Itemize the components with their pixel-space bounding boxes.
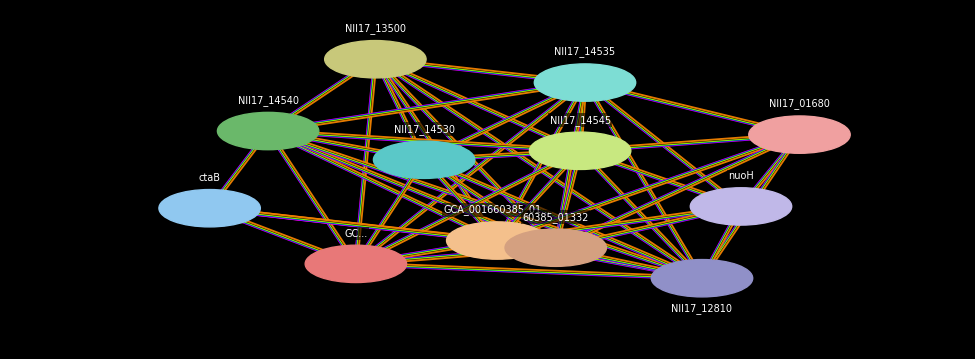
Text: NlI17_01680: NlI17_01680 [769, 99, 830, 109]
Circle shape [325, 41, 426, 78]
Circle shape [447, 222, 548, 259]
Text: NlI17_14545: NlI17_14545 [550, 115, 610, 126]
Text: ctaB: ctaB [199, 173, 220, 183]
Text: NlI17_14535: NlI17_14535 [555, 47, 615, 57]
Text: NlI17_14540: NlI17_14540 [238, 95, 298, 106]
Circle shape [534, 64, 636, 101]
Text: NlI17_12810: NlI17_12810 [672, 303, 732, 314]
Circle shape [505, 229, 606, 266]
Text: nuoH: nuoH [728, 171, 754, 181]
Circle shape [749, 116, 850, 153]
Circle shape [159, 190, 260, 227]
Text: 60385_01332: 60385_01332 [523, 212, 589, 223]
Circle shape [373, 141, 475, 178]
Circle shape [651, 260, 753, 297]
Text: NlI17_13500: NlI17_13500 [345, 23, 406, 34]
Text: GC...: GC... [344, 229, 368, 239]
Circle shape [217, 112, 319, 150]
Circle shape [305, 245, 407, 283]
Text: NlI17_14530: NlI17_14530 [394, 124, 454, 135]
Circle shape [529, 132, 631, 169]
Circle shape [690, 188, 792, 225]
Text: GCA_001660385_01...: GCA_001660385_01... [444, 205, 551, 215]
